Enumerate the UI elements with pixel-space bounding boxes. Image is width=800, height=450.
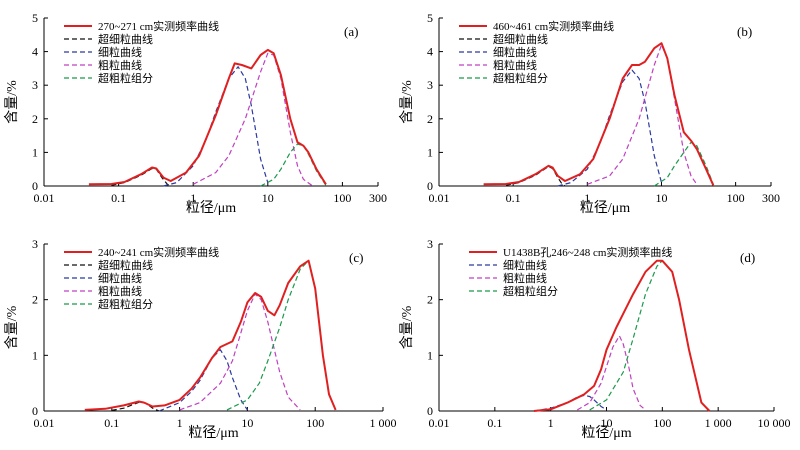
y-axis-title: 含量/% [4,305,20,349]
y-tick-label: 2 [32,112,38,126]
y-tick-label: 3 [32,237,38,251]
y-tick-label: 2 [427,293,433,307]
y-tick-label: 1 [427,145,433,159]
chart-panel-d: 0 1 2 3 0.01 0.1 1 10 100 1 000 10 000 粒径/μm 含量/% (d)… [399,237,791,441]
legend-item: 超细粒曲线 [98,32,153,46]
legend-item: U1438B孔246~248 cm实测频率曲线 [503,245,672,259]
x-tick-label: 10 [655,191,667,205]
chart-panel-c: 0 1 2 3 0.01 0.1 1 10 100 1 000 粒径/μm 含量/% (c) 240~24… [4,237,397,441]
series-line-4 [226,260,337,411]
legend-item: 细粒曲线 [503,258,547,272]
series-line-3 [587,44,698,185]
x-tick-label: 0.1 [111,191,126,205]
y-axis-title: 含量/% [399,305,415,349]
x-tick-label: 1 [548,416,554,430]
y-tick-label: 2 [427,112,433,126]
x-tick-label: 10 [601,416,613,430]
x-axis-title: 粒径/μm [186,200,236,216]
chart-panel-b: 0 1 2 3 4 5 0.01 0.1 1 10 100 300 粒径/μm 含量/% (b) 460~46… [399,11,780,216]
legend-item: 细粒曲线 [493,45,537,59]
y-tick-label: 1 [32,348,38,362]
chart-panel-a: 0 1 2 3 4 5 0.01 0.1 1 10 100 300 粒径/μm 含量/% (a) 270~27… [4,11,387,216]
x-tick-label: 0.01 [34,416,55,430]
legend-item: 超细粒曲线 [98,258,153,272]
x-tick-label: 300 [762,191,780,205]
legend-item: 270~271 cm实测频率曲线 [98,19,219,33]
x-tick-label: 0.1 [506,191,521,205]
y-axis-title: 含量/% [4,80,20,124]
y-tick-label: 1 [32,145,38,159]
x-tick-label: 0.01 [429,191,450,205]
x-axis-title: 粒径/μm [580,200,630,216]
x-tick-label: 0.1 [104,416,119,430]
series-line-3 [192,52,314,187]
x-tick-label: 1 [190,191,196,205]
series-line-3 [179,293,301,411]
series-line-0 [533,259,711,412]
panel-label: (c) [349,250,363,265]
legend-item: 240~241 cm实测频率曲线 [98,245,219,259]
x-tick-label: 10 [262,191,274,205]
x-tick-label: 100 [653,416,671,430]
x-tick-label: 100 [333,191,351,205]
legend-item: 超粗粒组分 [98,297,153,311]
y-axis-title: 含量/% [399,80,415,124]
series-line-2 [557,69,663,187]
series-line-0 [483,42,715,186]
series-line-2 [576,335,646,411]
y-tick-label: 1 [427,348,433,362]
legend-item: 超粗粒组分 [98,71,153,85]
series-line-2 [163,66,269,187]
y-tick-label: 0 [427,179,433,193]
y-tick-label: 0 [32,404,38,418]
y-tick-label: 4 [427,45,433,59]
series-line-0 [88,48,327,186]
x-tick-label: 300 [369,191,387,205]
y-tick-label: 5 [427,11,433,25]
y-tick-label: 0 [427,404,433,418]
legend-item: 粗粒曲线 [493,58,537,72]
x-tick-label: 0.1 [487,416,502,430]
legend-item: 粗粒曲线 [503,271,547,285]
x-axis-title: 粒径/μm [188,425,238,441]
x-tick-label: 0.01 [429,416,450,430]
x-tick-label: 1 000 [370,416,397,430]
legend-item: 细粒曲线 [98,45,142,59]
x-tick-label: 1 [584,191,590,205]
legend-item: 超粗粒组分 [493,71,548,85]
series-line-4 [653,141,714,187]
y-tick-label: 3 [32,78,38,92]
series-line-0 [84,259,337,411]
series-line-1 [533,394,607,412]
x-tick-label: 0.01 [34,191,55,205]
y-tick-label: 3 [427,237,433,251]
panel-label: (d) [740,250,755,265]
y-tick-label: 3 [427,78,433,92]
x-tick-label: 100 [727,191,745,205]
series-line-3 [589,260,710,412]
legend-item: 460~461 cm实测频率曲线 [493,19,614,33]
y-tick-label: 0 [32,179,38,193]
x-axis-title: 粒径/μm [581,425,631,441]
y-tick-label: 2 [32,293,38,307]
panel-label: (b) [737,24,752,39]
series-line-1 [111,400,160,412]
legend-item: 粗粒曲线 [98,58,142,72]
legend-item: 超粗粒组分 [503,284,558,298]
panel-label: (a) [344,24,358,39]
legend-item: 超细粒曲线 [493,32,548,46]
x-tick-label: 1 000 [705,416,732,430]
y-tick-label: 4 [32,45,38,59]
series-line-4 [260,143,327,187]
legend-item: 粗粒曲线 [98,284,142,298]
x-tick-label: 10 [241,416,253,430]
y-tick-label: 5 [32,11,38,25]
x-tick-label: 1 [177,416,183,430]
x-tick-label: 100 [306,416,324,430]
x-tick-label: 10 000 [758,416,791,430]
legend-item: 细粒曲线 [98,271,142,285]
